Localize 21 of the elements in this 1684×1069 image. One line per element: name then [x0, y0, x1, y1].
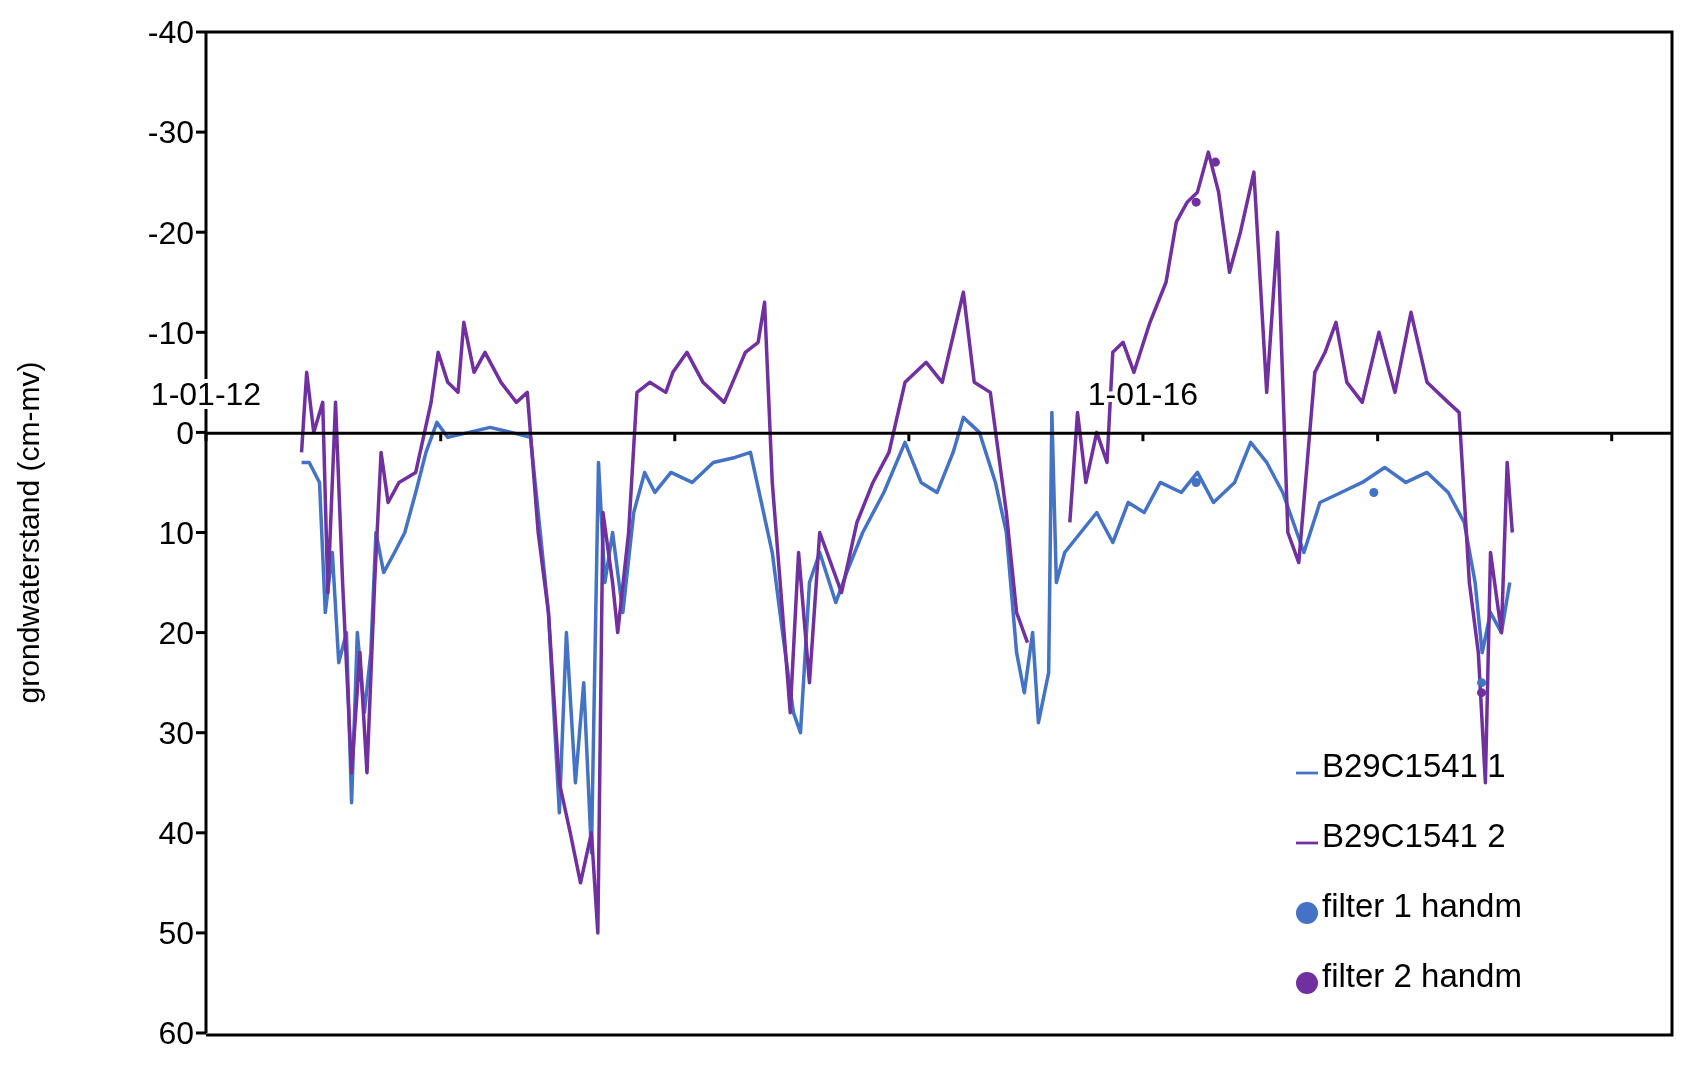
legend-label: B29C1541 2 — [1322, 817, 1506, 854]
y-tick-label: 10 — [158, 514, 194, 551]
y-tick-label: -40 — [147, 14, 194, 51]
point — [1477, 688, 1487, 698]
y-tick-label: 30 — [158, 715, 194, 752]
legend-label: filter 2 handm — [1322, 957, 1522, 994]
legend-label: B29C1541 1 — [1322, 747, 1506, 784]
y-tick-label: 60 — [158, 1015, 194, 1052]
point — [1191, 197, 1201, 207]
point — [1369, 487, 1379, 497]
legend-label: filter 1 handm — [1322, 887, 1522, 924]
y-tick-label: -10 — [147, 314, 194, 351]
y-tick-label: -30 — [147, 114, 194, 151]
y-tick-label: 50 — [158, 915, 194, 952]
y-axis-title: grondwaterstand (cm-mv) — [11, 361, 45, 704]
y-tick-label: 0 — [176, 414, 194, 451]
y-tick-label: 20 — [158, 614, 194, 651]
point — [1191, 477, 1201, 487]
point — [1477, 678, 1487, 688]
y-tick-label: -20 — [147, 214, 194, 251]
y-tick-label: 40 — [158, 815, 194, 852]
